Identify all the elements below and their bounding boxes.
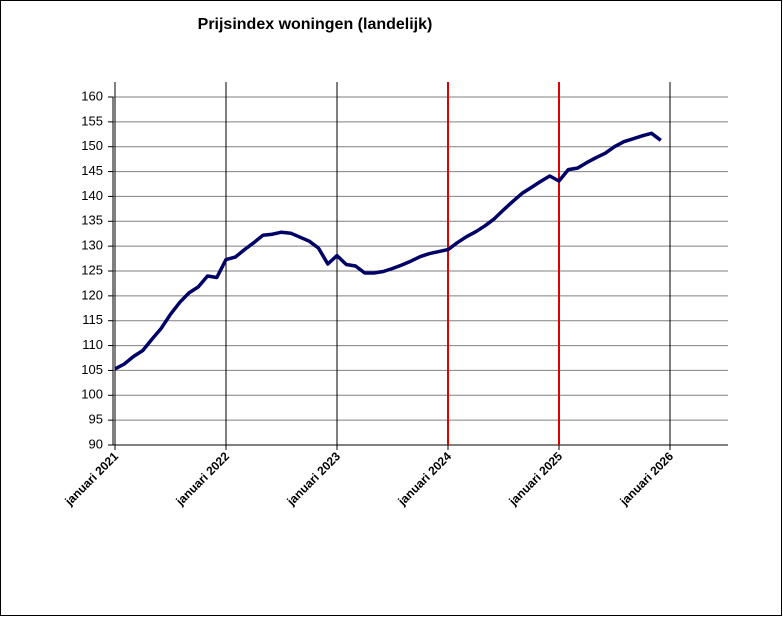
y-tick-label: 120 xyxy=(81,287,103,302)
y-tick-label: 155 xyxy=(81,113,103,128)
chart-title: Prijsindex woningen (landelijk) xyxy=(198,16,433,33)
y-tick-label: 90 xyxy=(89,436,103,451)
y-tick-label: 100 xyxy=(81,387,103,402)
y-tick-label: 125 xyxy=(81,262,103,277)
y-tick-label: 95 xyxy=(89,412,103,427)
y-tick-label: 135 xyxy=(81,213,103,228)
y-tick-label: 115 xyxy=(82,312,103,327)
y-tick-label: 160 xyxy=(81,88,103,103)
y-tick-label: 140 xyxy=(81,188,103,203)
y-tick-label: 110 xyxy=(82,337,103,352)
y-tick-label: 130 xyxy=(81,238,103,253)
y-tick-label: 145 xyxy=(81,163,103,178)
y-tick-label: 105 xyxy=(81,362,103,377)
series-line xyxy=(114,131,662,371)
y-tick-label: 150 xyxy=(81,138,103,153)
